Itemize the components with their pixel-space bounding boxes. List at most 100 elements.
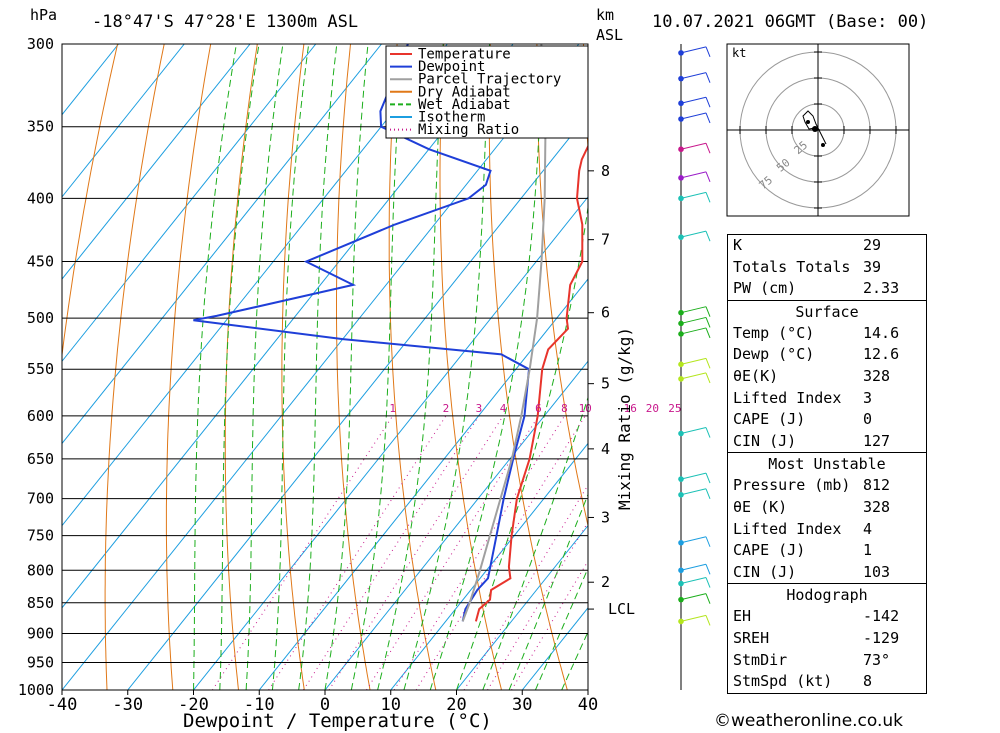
temp-tick-label: -30 <box>112 695 143 715</box>
pressure-tick-label: 450 <box>27 253 54 271</box>
wind-dot <box>678 567 684 574</box>
dry-adiabat-line <box>956 44 1000 690</box>
km-tick-label: 8 <box>601 162 610 180</box>
indices-table: K 29 Totals Totals 39 PW (cm) 2.33 Surface … <box>727 234 927 694</box>
km-tick-label: 3 <box>601 508 610 526</box>
mixing-ratio-line <box>302 415 480 690</box>
mixing-ratio-label: 8 <box>561 402 568 415</box>
surface-row-thetae: θE(K) 328 <box>733 366 891 385</box>
temperature-profile <box>474 144 588 622</box>
wind-barb <box>680 536 707 544</box>
surface-row-li: Lifted Index 3 <box>733 388 873 407</box>
wind-barb-flag <box>705 615 711 626</box>
wind-dot <box>678 309 684 316</box>
wind-barb-flag <box>705 306 711 317</box>
wind-dot <box>678 476 684 482</box>
wet-adiabat-line <box>508 493 588 690</box>
surface-row-cape: CAPE (J) 0 <box>733 410 873 429</box>
wind-dot <box>678 320 684 327</box>
dewpoint-profile <box>193 44 531 622</box>
wind-dot <box>678 195 684 202</box>
temp-tick-label: 0 <box>320 695 330 715</box>
hodo-row-eh: EH -142 <box>733 607 900 626</box>
isotherm-line <box>62 44 119 116</box>
surface-heading: Surface <box>728 299 926 323</box>
legend-label: Parcel Trajectory <box>418 72 561 88</box>
wet-adiabat-line <box>271 44 310 690</box>
legend-label: Temperature <box>418 47 511 63</box>
isotherm-line <box>62 44 448 527</box>
x-axis-title: Dewpoint / Temperature (°C) <box>183 710 492 732</box>
wind-barb <box>680 327 707 335</box>
pressure-tick-label: 750 <box>27 527 54 545</box>
dry-adiabat-line <box>104 44 165 690</box>
isotherm-line <box>456 524 588 690</box>
wind-barb <box>680 306 707 314</box>
most-unstable-indices: Pressure (mb) 812 θE (K) 328 Lifted Index 4… <box>728 475 926 583</box>
wind-barb-flag <box>705 358 711 369</box>
temp-tick-label: 40 <box>578 695 598 715</box>
isotherm-line <box>127 113 588 690</box>
wind-barb-flag <box>705 317 711 328</box>
wet-adiabat-line <box>534 567 588 690</box>
hodograph-unit: kt <box>732 46 746 60</box>
wind-barb <box>680 472 707 480</box>
wind-barb <box>680 96 707 104</box>
isotherm-line <box>62 44 580 690</box>
wind-barb <box>680 614 707 622</box>
credit-link[interactable]: ©weatheronline.co.uk <box>714 711 904 731</box>
mu-row-pressure: Pressure (mb) 812 <box>733 476 891 495</box>
wind-barb <box>680 46 707 54</box>
surface-indices: Temp (°C) 14.6 Dewp (°C) 12.6 θE(K) 328 Lif… <box>728 323 926 453</box>
wind-dot <box>678 50 684 56</box>
mixing-ratio-label: 4 <box>500 402 507 415</box>
isotherm-line <box>193 196 588 690</box>
mixing-ratio-label: 1 <box>389 402 396 415</box>
index-row-totals: Totals Totals 39 <box>733 257 882 276</box>
wind-barb-flag <box>705 230 711 242</box>
wind-barb-flag <box>705 171 711 183</box>
mixing-ratio-line <box>328 415 504 690</box>
wind-dot <box>678 100 684 107</box>
temperature-axis: -40 -30 -20 -10 0 10 20 30 40 <box>47 690 598 715</box>
temp-tick-label: 20 <box>446 695 466 715</box>
wind-dot <box>678 376 684 382</box>
wet-adiabat-line <box>482 395 588 690</box>
surface-row-cin: CIN (J) 127 <box>733 431 891 450</box>
surface-row-dewp: Dewp (°C) 12.6 <box>733 345 900 364</box>
mixing-ratio-axis-title: Mixing Ratio (g/kg) <box>615 327 634 510</box>
wind-barb <box>680 488 707 496</box>
wind-barb <box>680 72 707 80</box>
legend-label: Wet Adiabat <box>418 97 511 113</box>
wind-profile <box>678 44 711 690</box>
wind-dot <box>678 596 684 603</box>
legend-label: Isotherm <box>418 110 485 126</box>
wind-barb-flag <box>705 577 711 588</box>
wind-barb-flag <box>705 564 711 575</box>
hodo-row-stmdir: StmDir 73° <box>733 650 891 669</box>
dry-adiabat-line <box>336 44 371 690</box>
sounding-profiles <box>193 44 588 622</box>
dry-adiabat-line <box>62 44 119 359</box>
wind-barb-flag <box>705 472 711 484</box>
wind-barb-flag <box>705 536 711 547</box>
wind-barb <box>680 357 707 365</box>
pressure-unit-label: hPa <box>30 6 58 24</box>
temp-tick-label: 30 <box>512 695 532 715</box>
temp-tick-label: -20 <box>178 695 209 715</box>
mixing-ratio-line <box>393 415 565 690</box>
wind-barb <box>680 593 707 601</box>
wet-adiabat-line <box>245 44 284 690</box>
temp-tick-label: -40 <box>47 695 78 715</box>
wet-adiabat-line <box>403 44 491 690</box>
pressure-tick-label: 1000 <box>18 681 54 699</box>
wet-adiabat-line <box>219 44 260 690</box>
legend-label: Mixing Ratio <box>418 122 519 138</box>
wind-barb <box>680 142 707 150</box>
km-label: km <box>596 6 615 24</box>
hodograph-heading: Hodograph <box>728 583 926 606</box>
hodo-row-stmspd: StmSpd (kt) 8 <box>733 672 873 691</box>
wind-barb <box>680 427 707 434</box>
pressure-tick-label: 500 <box>27 309 54 327</box>
isotherm-line <box>258 278 588 690</box>
